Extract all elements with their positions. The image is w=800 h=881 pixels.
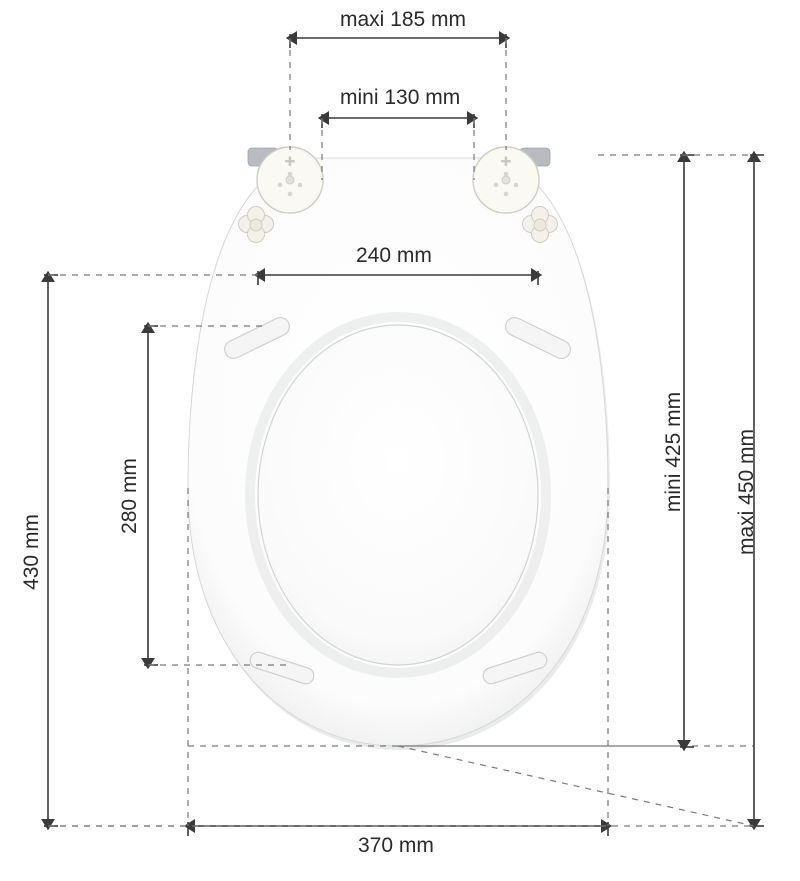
label-inner-w: 240 mm xyxy=(356,244,432,268)
diagram-stage: ✚ ✚ maxi 185 mm mini 130 mm 240 mm 370 mm… xyxy=(0,0,800,881)
seat-bowl xyxy=(258,325,538,665)
label-h280: 280 mm xyxy=(118,458,142,534)
svg-text:✚: ✚ xyxy=(285,154,296,169)
label-width: 370 mm xyxy=(358,834,434,858)
label-hmaxi: maxi 450 mm xyxy=(735,429,759,555)
label-top-maxi: maxi 185 mm xyxy=(340,8,466,32)
label-hmini: mini 425 mm xyxy=(662,392,686,512)
label-top-mini: mini 130 mm xyxy=(340,86,460,110)
label-h430: 430 mm xyxy=(20,514,44,590)
svg-text:✚: ✚ xyxy=(501,154,512,169)
